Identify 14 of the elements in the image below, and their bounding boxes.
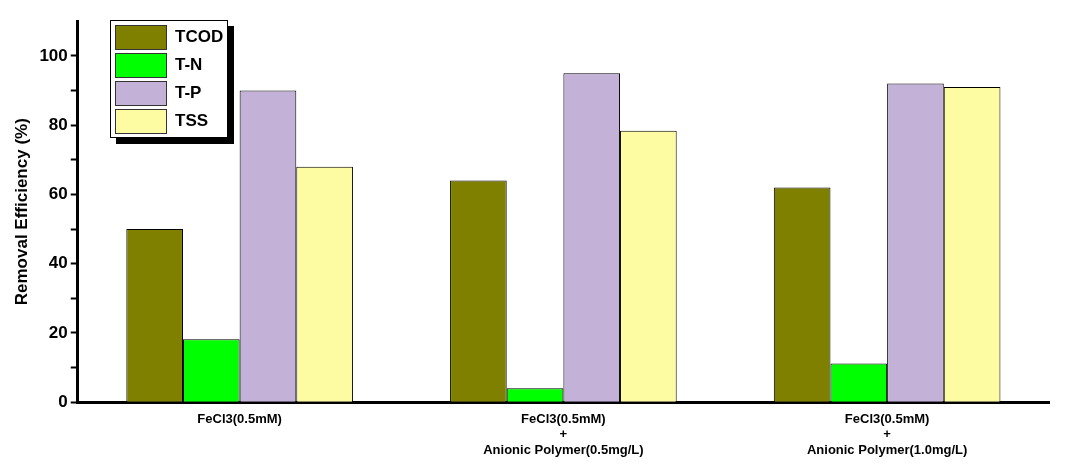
y-tick-label: 100 bbox=[39, 45, 68, 65]
y-axis-title: Removal Efficiency (%) bbox=[11, 118, 31, 306]
legend-label: TCOD bbox=[175, 27, 224, 47]
legend-label: T-P bbox=[175, 83, 202, 103]
y-tick-label: 20 bbox=[48, 322, 68, 342]
y-tick-label: 60 bbox=[48, 184, 68, 204]
legend-label: T-N bbox=[175, 55, 203, 75]
y-tick-label: 40 bbox=[48, 253, 68, 273]
x-tick-label: FeCl3(0.5mM) + Anionic Polymer(1.0mg/L) bbox=[806, 410, 968, 457]
y-tick-label: 0 bbox=[58, 391, 68, 411]
x-tick-label: FeCl3(0.5mM) + Anionic Polymer(0.5mg/L) bbox=[483, 410, 644, 457]
x-tick-label: FeCl3(0.5mM) bbox=[197, 410, 282, 426]
legend-label: TSS bbox=[175, 111, 209, 131]
y-tick-label: 80 bbox=[48, 114, 68, 134]
